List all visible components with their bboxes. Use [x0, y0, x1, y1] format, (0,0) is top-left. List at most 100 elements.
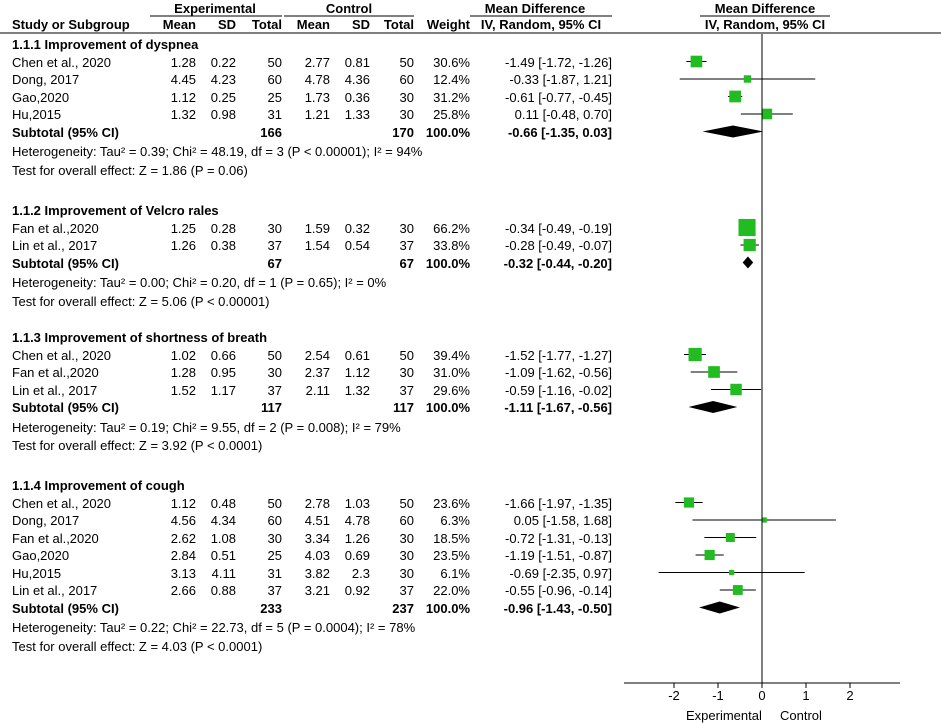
study-effect-square [690, 55, 703, 68]
mean-e-header: Mean [162, 17, 196, 32]
study-effect-square [761, 517, 767, 523]
study-name: Lin et al., 2017 [12, 382, 98, 398]
study-sdc: 0.81 [344, 54, 370, 70]
study-nc: 50 [399, 495, 414, 511]
study-w: 25.8% [433, 107, 470, 122]
study-ne: 50 [267, 495, 282, 511]
study-sde: 0.98 [210, 107, 236, 122]
study-ci: 0.11 [-0.48, 0.70] [514, 107, 612, 122]
subgroup-title: 1.1.1 Improvement of dyspnea [12, 37, 199, 52]
subtotal-label: Subtotal (95% CI) [12, 400, 119, 415]
study-ci: -0.55 [-0.96, -0.14] [505, 583, 612, 598]
x-tick-label: 0 [758, 688, 765, 703]
study-mc: 4.03 [304, 548, 330, 563]
study-nc: 60 [399, 72, 414, 87]
study-w: 12.4% [433, 72, 470, 87]
study-me: 1.12 [170, 495, 196, 511]
subtotal-weight: 100.0% [425, 255, 470, 271]
favours-control-label: Control [780, 708, 822, 723]
control-header: Control [325, 1, 373, 16]
study-me: 4.45 [170, 72, 196, 87]
study-ne: 25 [267, 89, 282, 105]
study-w: 33.8% [433, 238, 470, 253]
study-ne: 37 [267, 238, 282, 253]
study-name: Dong, 2017 [12, 72, 80, 87]
study-sdc: 1.12 [344, 365, 370, 380]
subtotal-label: Subtotal (95% CI) [12, 124, 119, 140]
study-me: 1.28 [170, 365, 196, 380]
study-name: Fan et al.,2020 [12, 530, 99, 546]
study-w: 23.6% [433, 495, 470, 511]
study-ci: 0.05 [-1.58, 1.68] [513, 513, 612, 528]
subtotal-nc: 117 [393, 400, 414, 415]
x-tick-label: -2 [668, 688, 680, 703]
overall-effect-test: Test for overall effect: Z = 5.06 (P < 0… [12, 293, 270, 309]
pooled-diamond [742, 256, 754, 269]
study-me: 2.62 [170, 530, 196, 546]
plot-mean-difference-header: Mean Difference [714, 1, 816, 16]
x-tick-label: 1 [802, 688, 809, 703]
study-ci: -0.72 [-1.31, -0.13] [505, 530, 612, 546]
study-name: Fan et al.,2020 [12, 220, 99, 236]
study-name: Gao,2020 [12, 548, 70, 563]
x-tick-label: 2 [846, 688, 853, 703]
study-mc: 1.73 [304, 89, 330, 105]
study-ne: 30 [267, 365, 282, 380]
pooled-diamond [688, 401, 738, 413]
study-me: 1.28 [170, 54, 196, 70]
study-mc: 2.54 [304, 347, 330, 363]
study-ci: -1.09 [-1.62, -0.56] [505, 365, 612, 380]
study-nc: 30 [399, 530, 414, 546]
study-mc: 2.37 [304, 365, 330, 380]
study-mc: 1.54 [304, 238, 330, 253]
heterogeneity-stat: Heterogeneity: Tau² = 0.39; Chi² = 48.19… [12, 144, 423, 159]
study-ne: 60 [267, 513, 282, 528]
study-sdc: 2.3 [351, 565, 370, 581]
subtotal-weight: 100.0% [425, 124, 470, 140]
study-effect-square [688, 347, 702, 362]
favours-experimental-label: Experimental [686, 708, 762, 723]
study-ci: -0.28 [-0.49, -0.07] [505, 238, 612, 253]
study-ne: 31 [267, 565, 282, 581]
study-effect-square [704, 549, 715, 561]
study-sde: 0.66 [210, 347, 236, 363]
study-sdc: 0.69 [344, 548, 370, 563]
study-mc: 1.21 [304, 107, 330, 122]
study-me: 1.12 [170, 89, 196, 105]
study-w: 22.0% [433, 583, 470, 598]
ci-column-header: IV, Random, 95% CI [480, 17, 602, 32]
study-sde: 4.11 [211, 565, 236, 581]
study-mc: 2.78 [304, 495, 330, 511]
study-ne: 25 [267, 548, 282, 563]
study-sde: 4.34 [210, 513, 236, 528]
study-nc: 30 [399, 365, 414, 380]
study-name: Dong, 2017 [12, 513, 80, 528]
study-name: Hu,2015 [12, 565, 62, 581]
study-sdc: 0.92 [344, 583, 370, 598]
study-ne: 50 [267, 54, 282, 70]
study-ne: 31 [267, 107, 282, 122]
study-ci: -1.49 [-1.72, -1.26] [505, 54, 612, 70]
subtotal-ne: 233 [260, 600, 282, 616]
subtotal-ne: 117 [261, 400, 282, 415]
study-w: 31.2% [433, 89, 470, 105]
study-me: 2.66 [170, 583, 196, 598]
study-w: 18.5% [433, 530, 470, 546]
study-effect-square [738, 218, 756, 237]
mean-c-header: Mean [296, 17, 330, 32]
study-sde: 4.23 [210, 72, 236, 87]
overall-effect-test: Test for overall effect: Z = 1.86 (P = 0… [12, 162, 248, 178]
study-nc: 30 [399, 220, 414, 236]
subgroup-title: 1.1.4 Improvement of cough [12, 478, 185, 493]
subtotal-ci: -0.32 [-0.44, -0.20] [503, 255, 612, 271]
x-tick-label: -1 [712, 688, 724, 703]
study-me: 1.25 [170, 220, 196, 236]
study-w: 23.5% [433, 548, 470, 563]
study-name: Lin et al., 2017 [12, 583, 98, 598]
study-nc: 37 [399, 238, 414, 253]
subtotal-weight: 100.0% [425, 600, 470, 616]
study-effect-square [729, 569, 735, 576]
study-me: 1.52 [170, 382, 196, 398]
subtotal-ci: -0.66 [-1.35, 0.03] [507, 124, 612, 140]
study-w: 29.6% [433, 382, 470, 398]
